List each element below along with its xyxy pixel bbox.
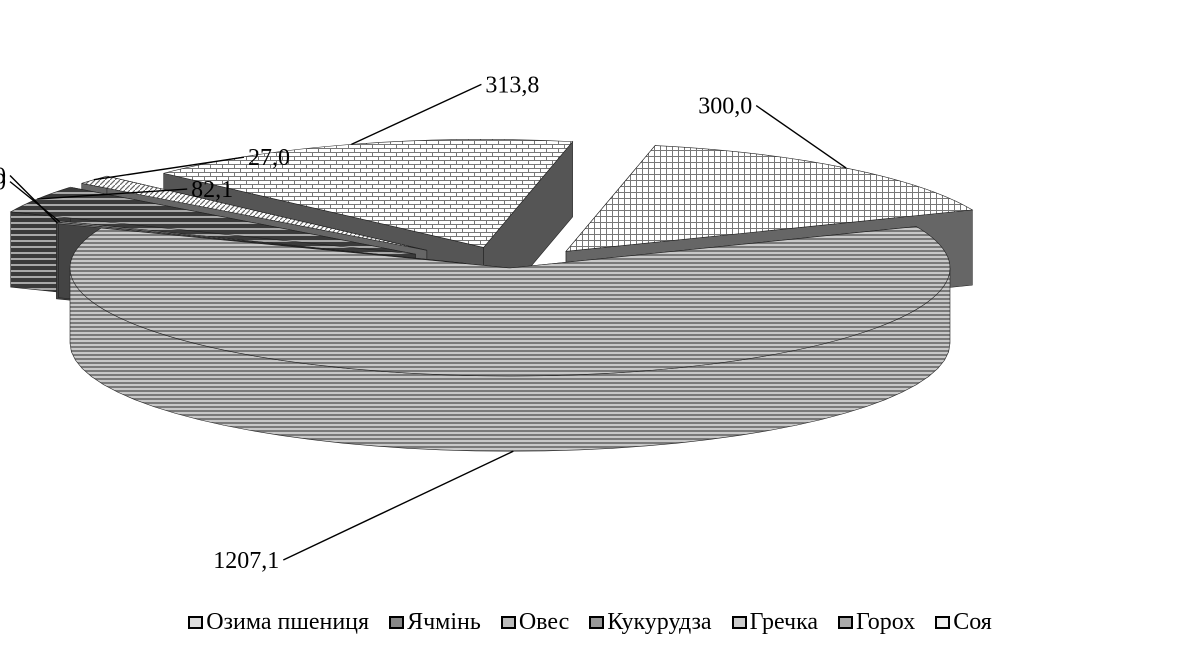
leader-line-7 <box>755 104 847 169</box>
legend-swatch-6 <box>838 615 854 629</box>
legend: Озима пшениця Ячмінь Овес Кукурудза Гречка Го… <box>0 608 1180 636</box>
legend-label-7: Соя <box>953 608 992 635</box>
leader-line-4 <box>37 188 188 200</box>
legend-swatch-7 <box>935 615 951 629</box>
legend-item-7: Соя <box>935 609 992 636</box>
legend-item-2: Ячмінь <box>389 609 481 636</box>
leader-line-2 <box>9 174 58 224</box>
data-label-3: 0,0 <box>0 170 6 196</box>
legend-item-4: Кукурудза <box>589 608 712 636</box>
legend-item-1: Озима пшениця <box>188 609 369 636</box>
legend-label-6: Горох <box>856 608 916 635</box>
legend-label-1: Озима пшениця <box>206 608 370 635</box>
legend-swatch-1 <box>188 615 204 629</box>
legend-item-6: Горох <box>838 609 915 636</box>
data-label-1: 1207,1 <box>213 548 279 574</box>
data-label-5: 27,0 <box>248 145 290 171</box>
data-label-2: 0,0 <box>0 163 6 189</box>
legend-swatch-3 <box>500 615 516 629</box>
leader-line-3 <box>9 181 61 223</box>
legend-label-3: Овес <box>518 608 570 635</box>
data-label-6: 313,8 <box>485 72 539 98</box>
legend-item-5: Гречка <box>731 608 819 636</box>
data-label-4: 82,1 <box>191 177 233 203</box>
legend-swatch-5 <box>731 615 747 629</box>
leader-line-1 <box>282 450 514 561</box>
legend-label-4: Кукурудза <box>607 608 712 635</box>
pie-slice-1 <box>69 226 951 452</box>
data-label-7: 300,0 <box>698 94 752 120</box>
legend-swatch-4 <box>589 615 605 629</box>
legend-swatch-2 <box>389 615 405 629</box>
legend-label-5: Гречка <box>749 608 819 635</box>
leader-line-6 <box>351 83 482 146</box>
legend-label-2: Ячмінь <box>407 608 481 635</box>
leader-line-5 <box>93 156 245 181</box>
legend-item-3: Овес <box>500 608 570 636</box>
